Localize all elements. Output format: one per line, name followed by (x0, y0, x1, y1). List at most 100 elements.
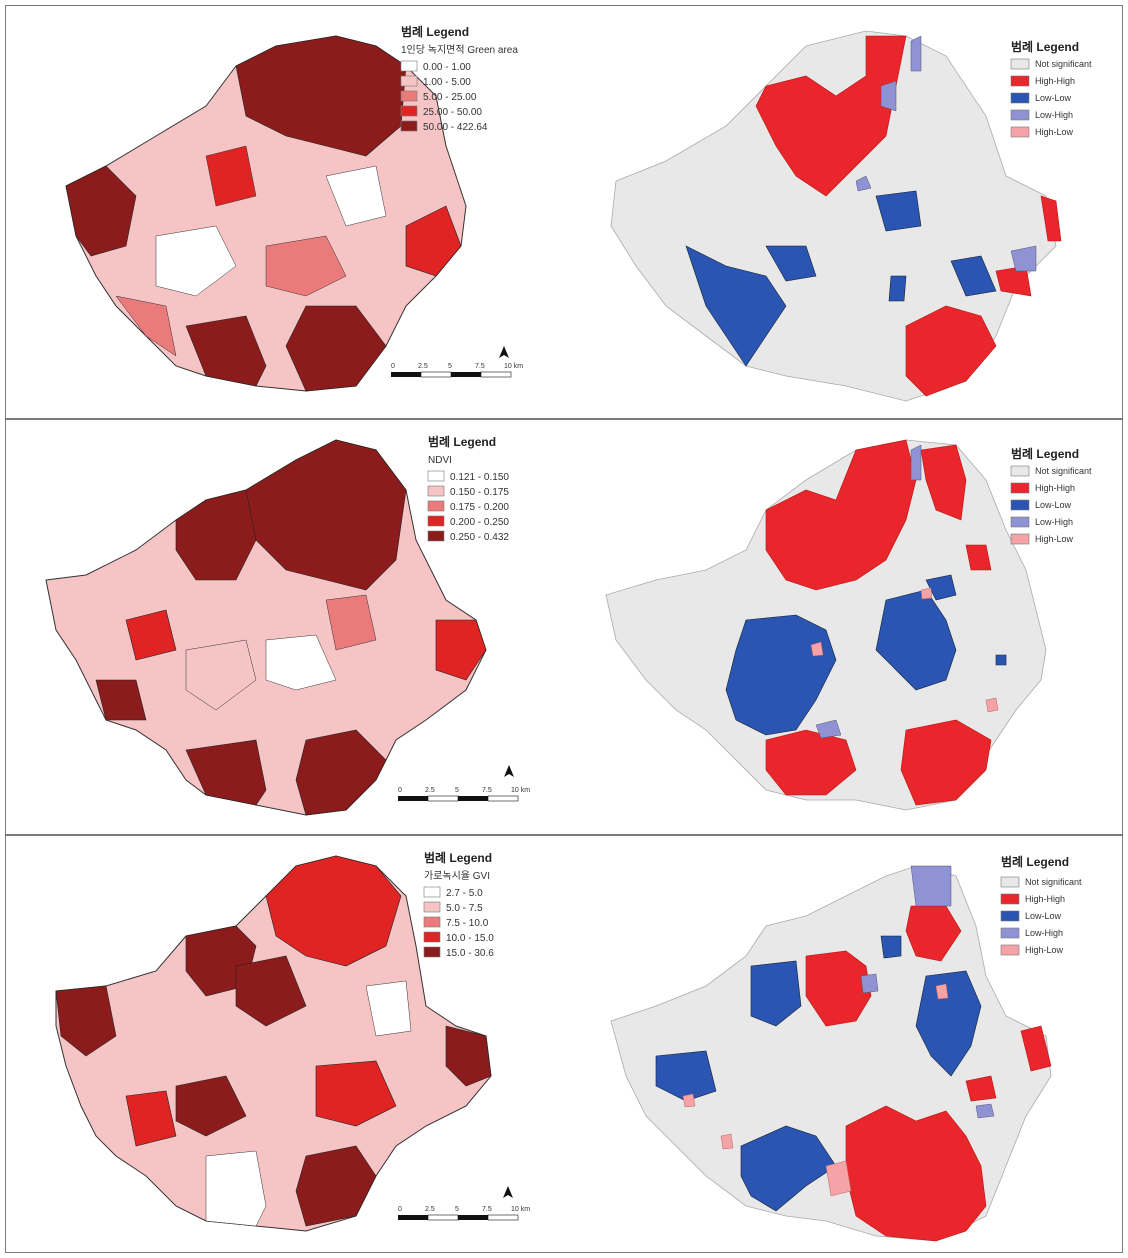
panel-1-svg: 범례 Legend 1인당 녹지면적 Green area 0.00 - 1.0… (65, 24, 1092, 402)
legend-swatch (423, 931, 441, 943)
scale-tick-label: 7.5 (482, 1206, 492, 1213)
scale-tick-label: 2.5 (418, 363, 428, 370)
legend-class-label: 1.00 - 5.00 (423, 77, 471, 88)
legend-swatch (400, 90, 418, 102)
scale-bar: 0 2.5 5 7.5 10 km (391, 363, 523, 378)
legend-class-label: Low-High (1025, 928, 1063, 938)
legend-swatch (1010, 92, 1030, 104)
legend-swatch (1010, 499, 1030, 511)
legend-swatch (400, 105, 418, 117)
choropleth-legend: 범례 Legend 가로녹시율 GVI 2.7 - 5.0 5.0 - 7.5 … (423, 850, 494, 959)
scale-tick-label: 10 km (504, 363, 523, 370)
legend-swatch (423, 901, 441, 913)
legend-swatch (427, 500, 445, 512)
legend-class-label: Low-Low (1035, 93, 1072, 103)
legend-swatch (400, 120, 418, 132)
legend-class-label: High-High (1025, 894, 1065, 904)
legend-swatch (1010, 109, 1030, 121)
scale-tick-label: 5 (448, 363, 452, 370)
legend-title: 범례 Legend (1011, 446, 1079, 461)
legend-class-label: 0.121 - 0.150 (450, 472, 509, 483)
legend-title: 범례 Legend (428, 434, 496, 449)
legend-swatch (1010, 75, 1030, 87)
legend-swatch (1010, 482, 1030, 494)
legend-swatch (1010, 516, 1030, 528)
scale-tick-label: 10 km (511, 1206, 530, 1213)
legend-swatch (1010, 533, 1030, 545)
legend-class-label: 0.250 - 0.432 (450, 532, 509, 543)
legend-class-label: Not significant (1035, 59, 1092, 69)
panel-3-svg: 범례 Legend 가로녹시율 GVI 2.7 - 5.0 5.0 - 7.5 … (55, 850, 1082, 1242)
choropleth-map-ndvi (45, 439, 487, 816)
scale-tick-label: 7.5 (475, 363, 485, 370)
legend-class-label: Low-High (1035, 110, 1073, 120)
scale-bar: 0 2.5 5 7.5 10 km (398, 1206, 530, 1221)
lisa-legend: 범례 Legend Not significant High-High Low-… (1010, 39, 1092, 138)
legend-swatch (400, 75, 418, 87)
north-arrow-icon (503, 1186, 513, 1198)
legend-class-label: Low-Low (1025, 911, 1062, 921)
scale-tick-label: 5 (455, 1206, 459, 1213)
legend-class-label: High-Low (1035, 127, 1074, 137)
legend-swatch (423, 886, 441, 898)
legend-swatch (427, 470, 445, 482)
scale-tick-label: 0 (398, 787, 402, 794)
legend-swatch (1000, 893, 1020, 905)
legend-swatch (1000, 927, 1020, 939)
legend-class-label: 5.00 - 25.00 (423, 92, 477, 103)
choropleth-map-gvi (55, 855, 492, 1232)
scale-tick-label: 10 km (511, 787, 530, 794)
panel-2-svg: 범례 Legend NDVI 0.121 - 0.150 0.150 - 0.1… (45, 434, 1092, 816)
choropleth-map-green-area (65, 35, 467, 392)
scale-tick-label: 0 (398, 1206, 402, 1213)
lisa-map-ndvi (605, 439, 1047, 811)
legend-class-label: 25.00 - 50.00 (423, 107, 482, 118)
legend-class-label: 0.175 - 0.200 (450, 502, 509, 513)
legend-swatch (427, 515, 445, 527)
legend-class-label: Not significant (1035, 466, 1092, 476)
scale-tick-label: 2.5 (425, 787, 435, 794)
legend-class-label: High-High (1035, 483, 1075, 493)
legend-swatch (1000, 876, 1020, 888)
legend-class-label: 10.0 - 15.0 (446, 933, 494, 944)
lisa-map-gvi (610, 865, 1052, 1242)
scale-tick-label: 2.5 (425, 1206, 435, 1213)
legend-class-label: High-High (1035, 76, 1075, 86)
legend-variable: NDVI (428, 455, 452, 466)
scale-tick-label: 5 (455, 787, 459, 794)
legend-swatch (1000, 944, 1020, 956)
scale-bar: 0 2.5 5 7.5 10 km (398, 787, 530, 802)
legend-variable: 1인당 녹지면적 Green area (401, 44, 518, 56)
legend-class-label: 15.0 - 30.6 (446, 948, 494, 959)
legend-class-label: Low-Low (1035, 500, 1072, 510)
legend-class-label: 50.00 - 422.64 (423, 122, 488, 133)
lisa-legend: 범례 Legend Not significant High-High Low-… (1010, 446, 1092, 545)
legend-swatch (427, 485, 445, 497)
legend-title: 범례 Legend (424, 850, 492, 865)
legend-class-label: Not significant (1025, 877, 1082, 887)
legend-class-label: 7.5 - 10.0 (446, 918, 489, 929)
legend-swatch (423, 946, 441, 958)
legend-class-label: High-Low (1025, 945, 1064, 955)
lisa-legend: 범례 Legend Not significant High-High Low-… (1000, 854, 1082, 956)
legend-variable: 가로녹시율 GVI (424, 870, 490, 882)
legend-class-label: High-Low (1035, 534, 1074, 544)
scale-tick-label: 7.5 (482, 787, 492, 794)
scale-tick-label: 0 (391, 363, 395, 370)
legend-swatch (1000, 910, 1020, 922)
lisa-map-green-area (610, 30, 1062, 402)
north-arrow-icon (499, 346, 509, 358)
legend-title: 범례 Legend (1011, 39, 1079, 54)
legend-title: 범례 Legend (1001, 854, 1069, 869)
legend-swatch (423, 916, 441, 928)
legend-title: 범례 Legend (401, 24, 469, 39)
panel-gvi: 범례 Legend 가로녹시율 GVI 2.7 - 5.0 5.0 - 7.5 … (5, 835, 1123, 1253)
legend-swatch (1010, 126, 1030, 138)
legend-class-label: 0.00 - 1.00 (423, 62, 471, 73)
choropleth-legend: 범례 Legend 1인당 녹지면적 Green area 0.00 - 1.0… (400, 24, 518, 133)
legend-class-label: Low-High (1035, 517, 1073, 527)
legend-swatch (427, 530, 445, 542)
panel-green-area: 범례 Legend 1인당 녹지면적 Green area 0.00 - 1.0… (5, 5, 1123, 419)
legend-swatch (1010, 58, 1030, 70)
